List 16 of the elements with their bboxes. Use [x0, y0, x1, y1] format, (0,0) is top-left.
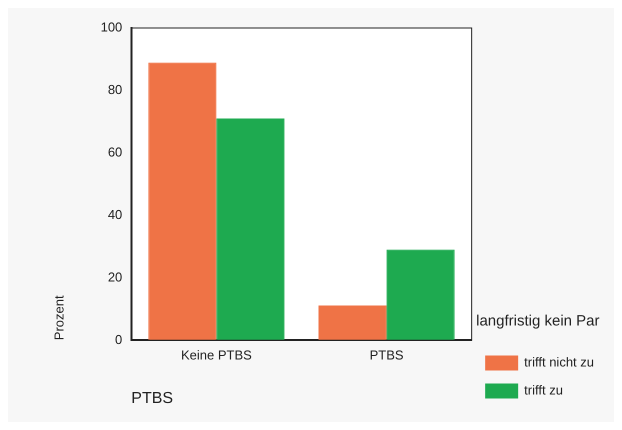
y-tick-label: 20	[108, 269, 122, 284]
x-axis-title: PTBS	[131, 390, 174, 407]
y-tick-label: 80	[108, 82, 122, 98]
y-axis-title: Prozent	[51, 295, 66, 340]
bar	[318, 306, 387, 340]
bar	[148, 62, 216, 340]
y-tick-label: 40	[108, 206, 122, 222]
legend-title: langfristig kein Par	[476, 312, 600, 330]
x-tick-label: Keine PTBS	[180, 348, 252, 363]
bar	[216, 118, 284, 340]
y-tick-label: 60	[108, 144, 122, 160]
y-tick-label: 100	[100, 20, 122, 35]
legend-label: trifft zu	[524, 382, 563, 398]
y-tick-label: 0	[115, 332, 122, 347]
legend-label: trifft nicht zu	[524, 354, 594, 370]
bar	[386, 250, 455, 340]
